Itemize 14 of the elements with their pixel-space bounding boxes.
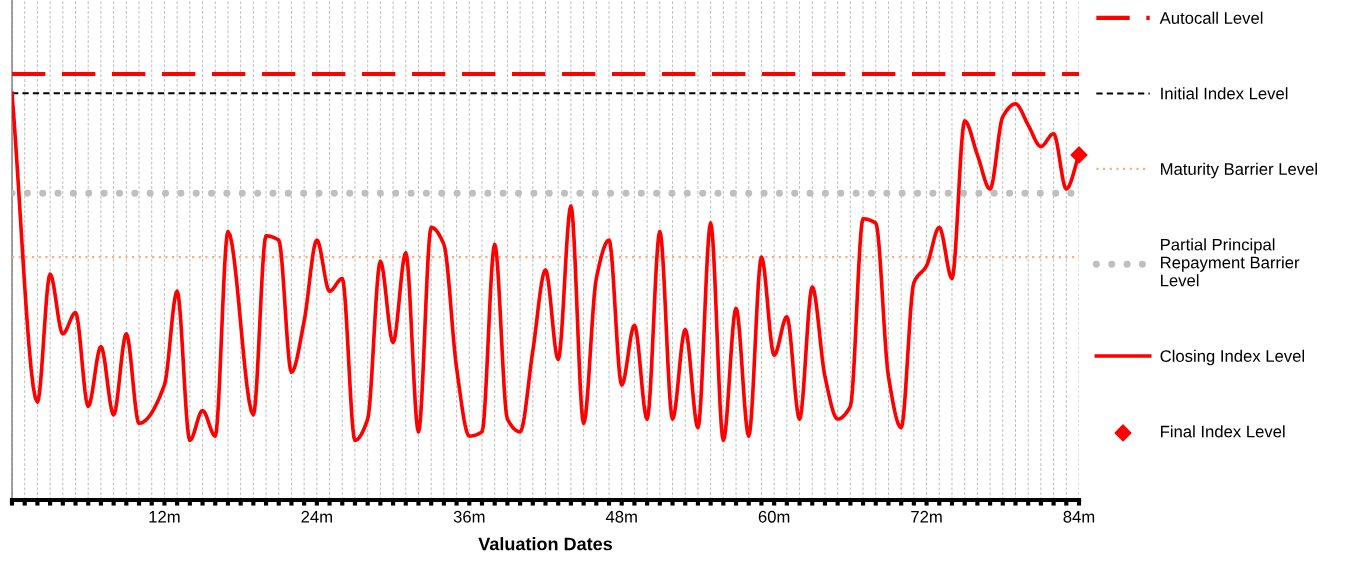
x-tick-label: 48m <box>605 510 637 523</box>
x-tick-label: 36m <box>453 510 485 523</box>
legend-label: Closing Index Level <box>1160 349 1305 366</box>
legend-label: Autocall Level <box>1159 11 1263 24</box>
legend-label: Maturity Barrier Level <box>1161 162 1317 179</box>
x-tick-label: 72m <box>911 510 942 523</box>
x-axis-title: Valuation Dates <box>478 537 612 551</box>
legend-label: Partial Principal Repayment Barrier Level <box>1161 238 1300 287</box>
x-tick-label: 60m <box>758 510 790 523</box>
x-tick-label: 12m <box>149 510 180 523</box>
legend-label: Final Index Level <box>1161 425 1285 438</box>
legend-label: Initial Index Level <box>1161 87 1288 100</box>
x-tick-label: 24m <box>301 510 332 523</box>
x-tick-label: 84m <box>1063 510 1095 523</box>
